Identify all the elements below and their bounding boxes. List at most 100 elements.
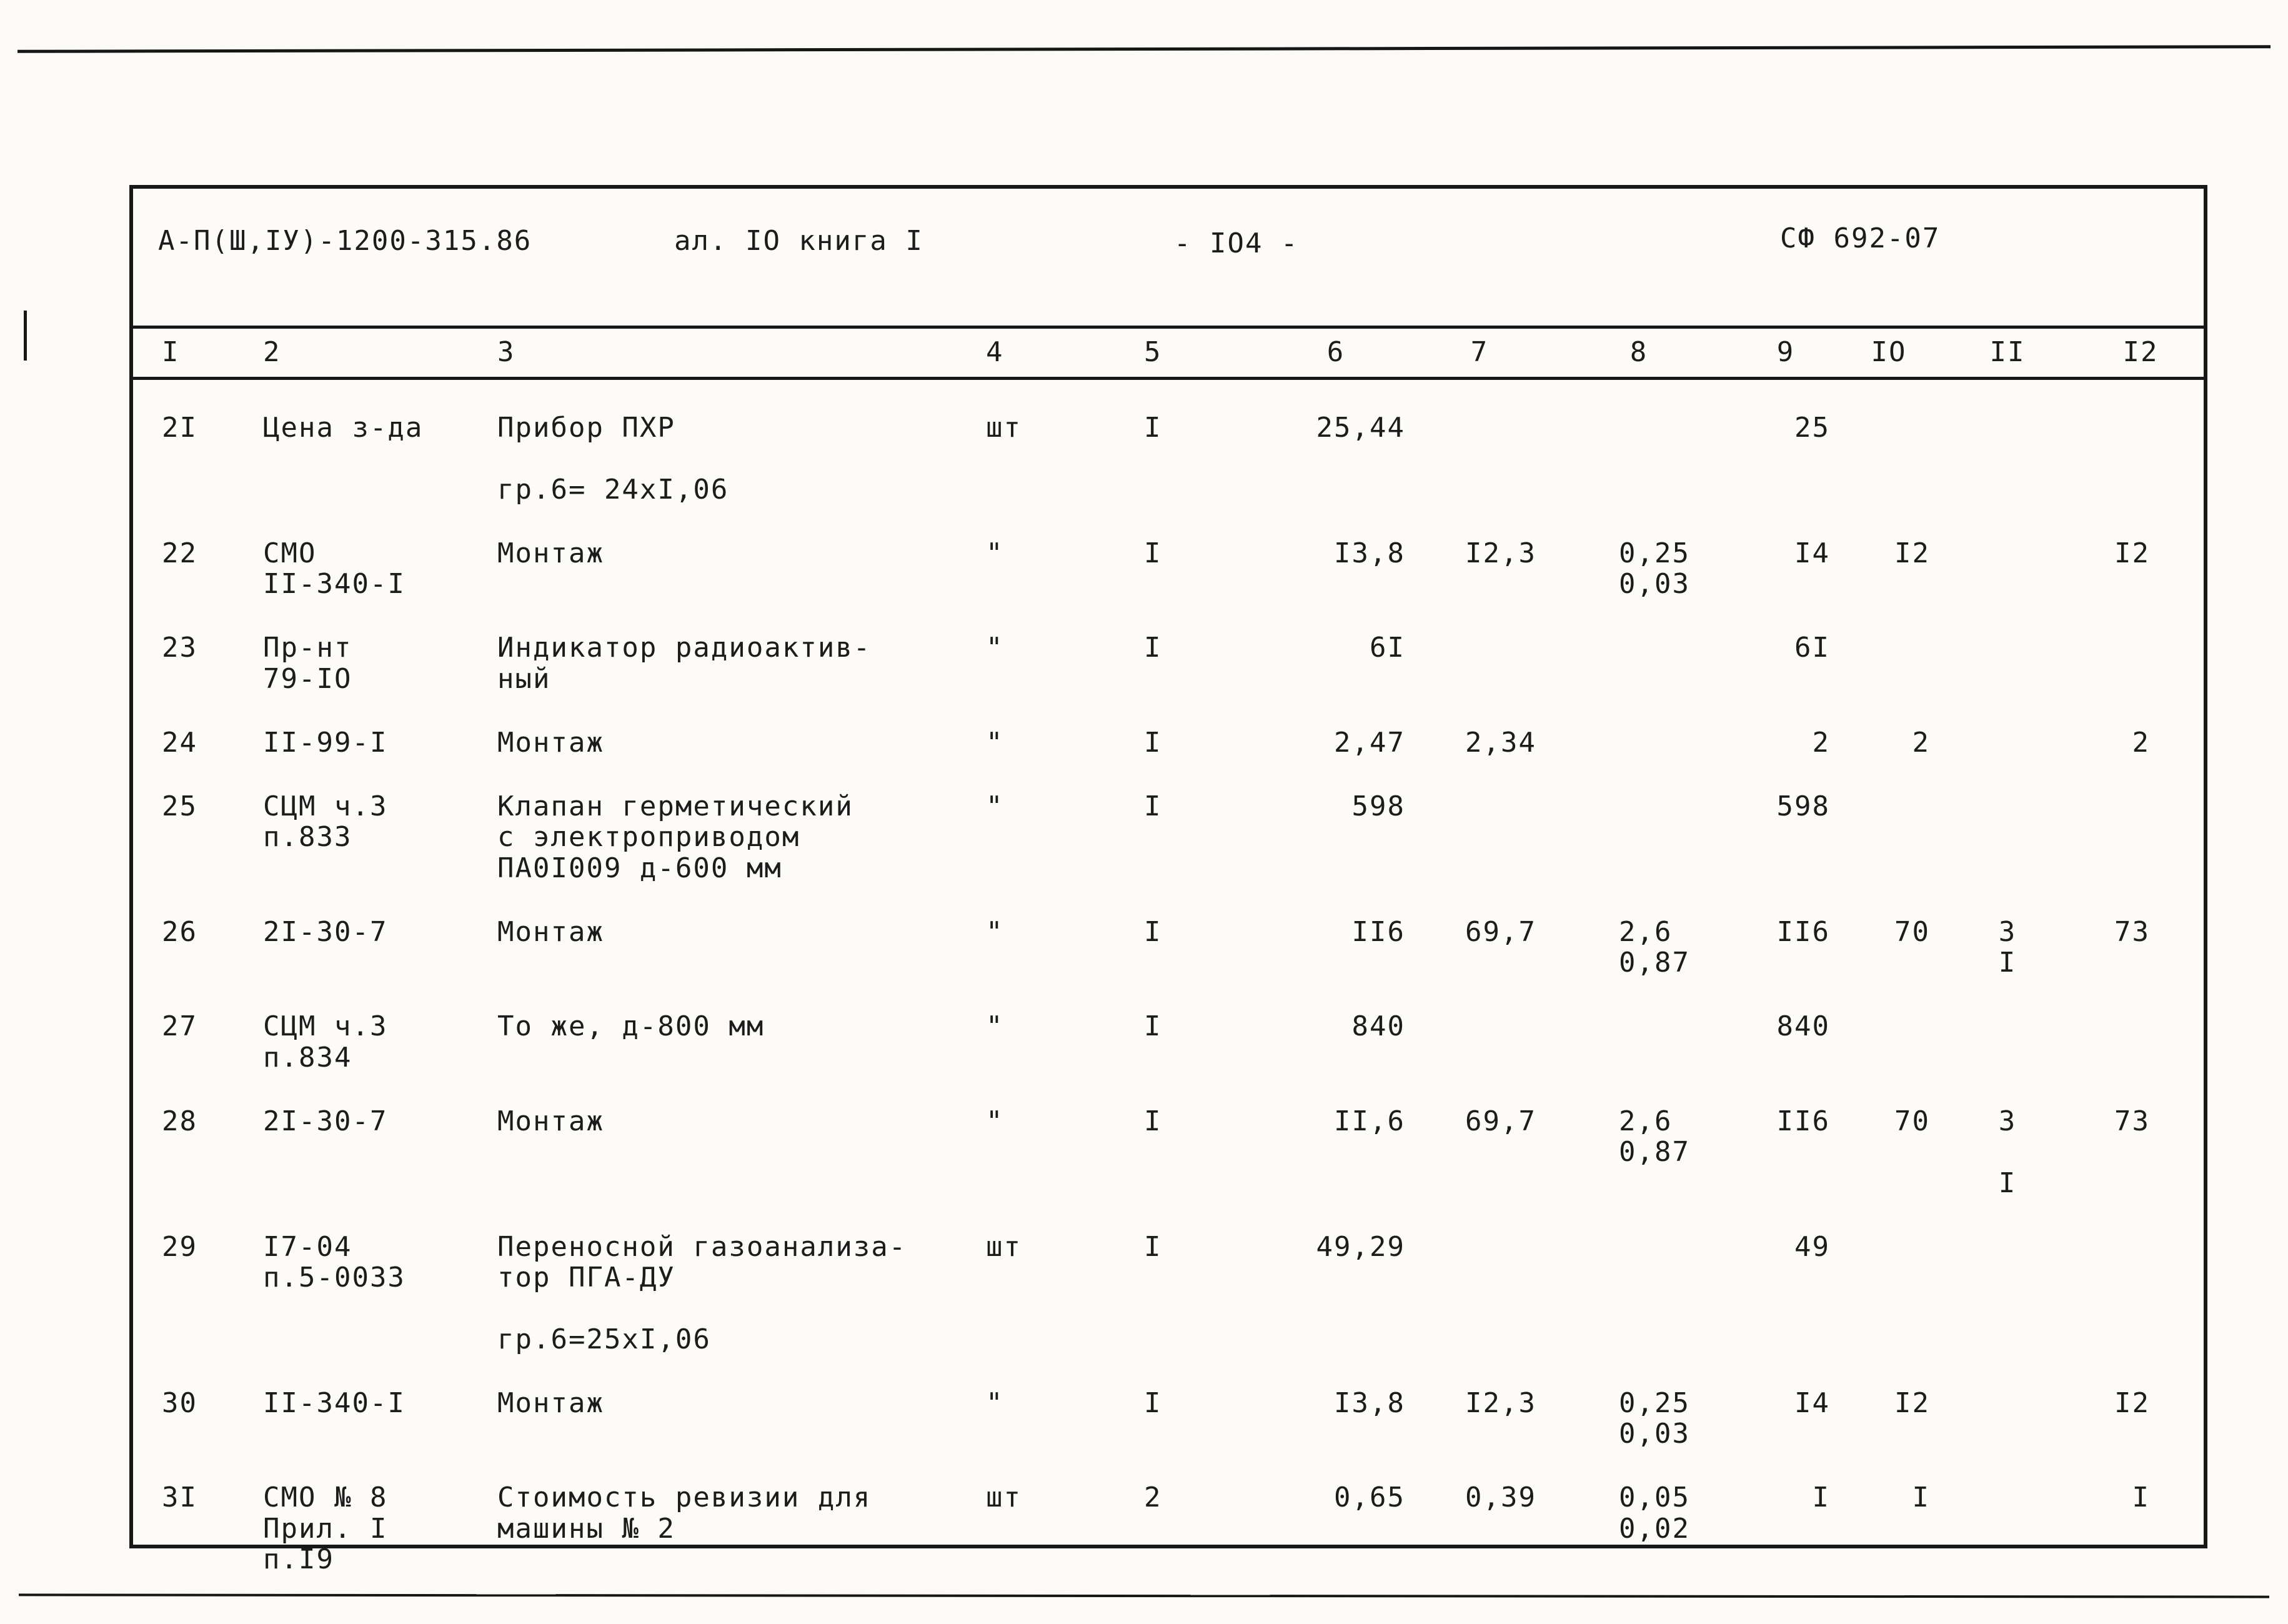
cell-col7 <box>1414 1199 1545 1355</box>
cell-description: Стоимость ревизии для машины № 2 <box>497 1482 872 1545</box>
cell-qty: I <box>1144 1387 1162 1419</box>
cell-num: 26 <box>162 915 197 948</box>
cell-description: Монтаж <box>497 915 604 948</box>
cell-col6: 25,44 <box>1316 412 1405 444</box>
table-row: 27 СЦМ ч.3 п.834 То же, д-800 мм " I 840… <box>133 979 2205 1074</box>
page-number: - IO4 - <box>1174 227 1299 259</box>
table-row: 24 II-99-I Монтаж " I 2,47 2,34 2 2 2 <box>133 695 2205 759</box>
cell-num: 3I <box>162 1482 197 1514</box>
cell-unit: шт <box>986 1230 1022 1263</box>
column-header: 8 <box>1545 326 1733 380</box>
cell-description: Переносной газоанализа- тор ПГА-ДУ гр.6=… <box>497 1230 907 1355</box>
cell-col8: 2,6 0,87 <box>1619 915 1690 979</box>
cell-col9: 598 <box>1776 790 1830 823</box>
cell-col6: II6 <box>1351 915 1405 948</box>
cell-col8 <box>1545 979 1733 1074</box>
column-header: I <box>133 326 246 380</box>
cell-col10: 2 <box>1912 726 1930 759</box>
cell-qty: I <box>1144 1105 1162 1137</box>
cell-col6: I3,8 <box>1334 537 1405 569</box>
cell-unit: " <box>986 1105 1004 1137</box>
column-header: IO <box>1839 326 1939 380</box>
table-row: 2I Цена з-да Прибор ПХР гр.6= 24хI,06 шт… <box>133 379 2205 506</box>
cell-col8 <box>1545 759 1733 884</box>
cell-col9: II6 <box>1776 915 1830 948</box>
cell-col9: 49 <box>1794 1230 1830 1263</box>
cell-description: Монтаж <box>497 1387 604 1419</box>
cell-code: 2I-30-7 <box>263 915 388 948</box>
cell-col12: I2 <box>2114 537 2150 569</box>
cell-description: Монтаж <box>497 726 604 759</box>
column-header: 6 <box>1258 326 1414 380</box>
cell-code: Пр-нт 79-IO <box>263 632 352 695</box>
cell-code: СМО II-340-I <box>263 537 405 600</box>
scan-edge-tick-left <box>24 311 27 361</box>
column-header: 7 <box>1414 326 1545 380</box>
cell-description: Прибор ПХР гр.6= 24хI,06 <box>497 412 729 506</box>
cell-col6: 0,65 <box>1334 1482 1405 1514</box>
cell-unit: " <box>986 1010 1004 1043</box>
cell-col12 <box>2076 1199 2205 1355</box>
cell-unit: " <box>986 632 1004 664</box>
cell-col8 <box>1545 600 1733 695</box>
cell-code: СЦМ ч.3 п.834 <box>263 1010 388 1074</box>
cell-description: Клапан герметический с электроприводом П… <box>497 790 853 884</box>
cell-qty: I <box>1144 1230 1162 1263</box>
cell-num: 29 <box>162 1230 197 1263</box>
form-code: СФ 692-07 <box>1780 222 1941 254</box>
cell-col7 <box>1414 759 1545 884</box>
cell-col10: 70 <box>1894 1105 1930 1137</box>
cell-col12 <box>2076 759 2205 884</box>
column-header: II <box>1939 326 2076 380</box>
cell-col7: 69,7 <box>1465 915 1536 948</box>
cell-description: Индикатор радиоактив- ный <box>497 632 872 695</box>
column-header-row: I 2 3 4 5 6 7 8 9 IO II I2 <box>133 326 2205 380</box>
cell-code: I7-04 п.5-0033 <box>263 1230 405 1294</box>
cell-col10: I2 <box>1894 537 1930 569</box>
cell-col11 <box>1939 379 2076 506</box>
cell-col10 <box>1839 759 1939 884</box>
cell-code: СМО № 8 Прил. I п.I9 <box>263 1482 388 1575</box>
cell-num: 27 <box>162 1010 197 1043</box>
cell-num: 23 <box>162 632 197 664</box>
cell-col8: 0,05 0,02 <box>1619 1482 1690 1545</box>
cell-col12 <box>2076 379 2205 506</box>
cell-col7: 0,39 <box>1465 1482 1536 1514</box>
cell-col9: I <box>1812 1482 1830 1514</box>
cell-col9: II6 <box>1776 1105 1830 1137</box>
cell-description: То же, д-800 мм <box>497 1010 765 1043</box>
cell-col11 <box>1939 1450 2076 1575</box>
table-row: 3I СМО № 8 Прил. I п.I9 Стоимость ревизи… <box>133 1450 2205 1575</box>
cell-col11 <box>1939 759 2076 884</box>
cell-col9: I4 <box>1794 537 1830 569</box>
column-header: 9 <box>1733 326 1839 380</box>
cell-unit: " <box>986 726 1004 759</box>
cell-qty: I <box>1144 412 1162 444</box>
table-row: 22 СМО II-340-I Монтаж " I I3,8 I2,3 0,2… <box>133 506 2205 600</box>
cell-col12: 2 <box>2132 726 2150 759</box>
cell-description: Монтаж <box>497 537 604 569</box>
cell-col12: I <box>2132 1482 2150 1514</box>
cell-col7 <box>1414 979 1545 1074</box>
cost-table: I 2 3 4 5 6 7 8 9 IO II I2 2I Цена з-да … <box>133 326 2205 1575</box>
cell-qty: I <box>1144 632 1162 664</box>
cell-num: 30 <box>162 1387 197 1419</box>
cell-col6: 49,29 <box>1316 1230 1405 1263</box>
cell-col8 <box>1545 379 1733 506</box>
column-header: 5 <box>1114 326 1258 380</box>
cell-col9: 6I <box>1794 632 1830 664</box>
cell-col7: I2,3 <box>1465 537 1536 569</box>
cell-col11: 3 I <box>1998 1105 2017 1199</box>
cell-qty: I <box>1144 726 1162 759</box>
column-header: I2 <box>2076 326 2205 380</box>
table-row: 26 2I-30-7 Монтаж " I II6 69,7 2,6 0,87 … <box>133 884 2205 979</box>
cell-col10 <box>1839 1199 1939 1355</box>
cell-col11 <box>1939 979 2076 1074</box>
cell-code: II-99-I <box>263 726 388 759</box>
cell-col10: I2 <box>1894 1387 1930 1419</box>
cell-col8 <box>1545 695 1733 759</box>
cell-col12 <box>2076 600 2205 695</box>
cell-col7 <box>1414 379 1545 506</box>
cell-col6: 6I <box>1370 632 1405 664</box>
table-row: 25 СЦМ ч.3 п.833 Клапан герметический с … <box>133 759 2205 884</box>
